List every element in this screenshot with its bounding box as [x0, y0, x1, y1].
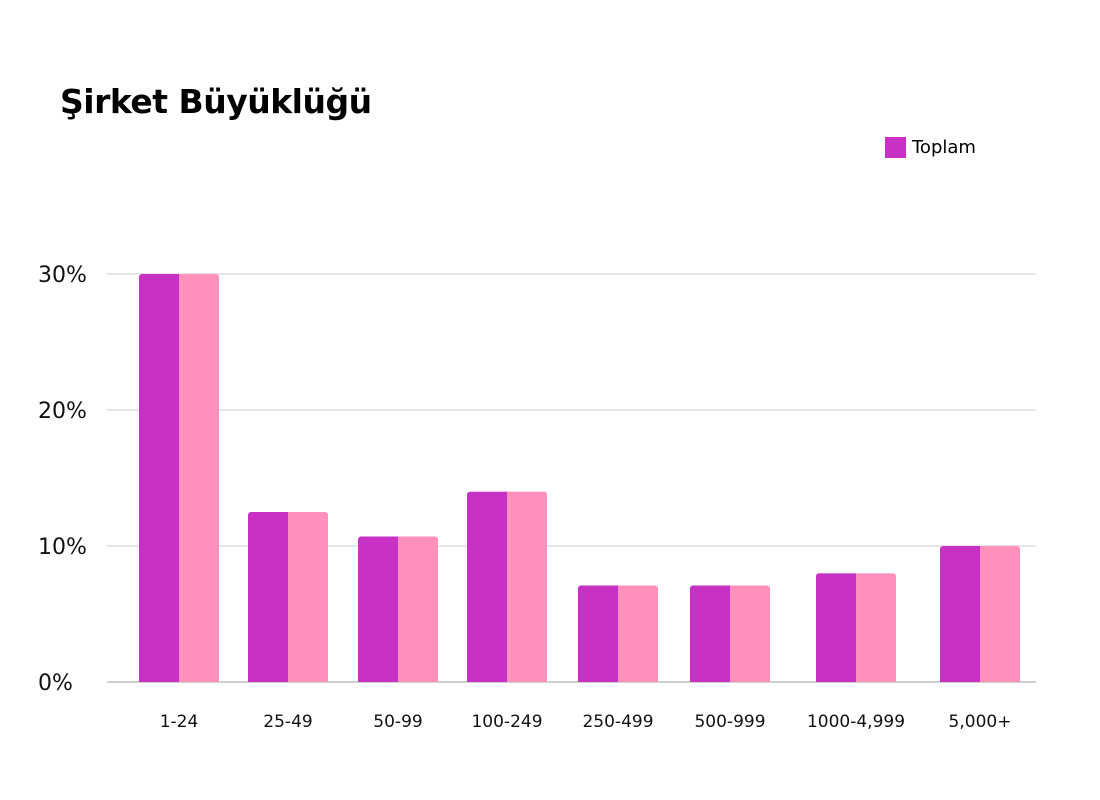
bar	[467, 491, 547, 682]
x-tick-label: 25-49	[263, 712, 312, 732]
bar-left-half	[248, 512, 288, 682]
bar	[248, 512, 328, 682]
bar-right-half	[856, 573, 896, 682]
bar-left-half	[690, 585, 730, 682]
x-tick-label: 500-999	[694, 712, 765, 732]
bar-left-half	[139, 274, 179, 682]
gridlines	[107, 273, 1036, 683]
bar	[940, 546, 1020, 682]
bar	[690, 585, 770, 682]
chart-legend: Toplam	[885, 137, 976, 158]
bar-right-half	[288, 512, 328, 682]
bar-right-half	[179, 274, 219, 682]
bar-right-half	[398, 536, 438, 682]
x-axis-ticks: 1-24 25-49 50-99 100-249 250-499 500-999 1000-…	[160, 712, 1012, 732]
y-tick-label: 20%	[38, 399, 87, 424]
bar	[139, 274, 219, 682]
y-tick-label: 30%	[38, 263, 87, 288]
x-tick-label: 250-499	[582, 712, 653, 732]
bar-right-half	[730, 585, 770, 682]
bars	[139, 274, 1020, 682]
bar-left-half	[467, 491, 507, 682]
chart-title: Şirket Büyüklüğü	[60, 82, 372, 121]
x-tick-label: 5,000+	[949, 712, 1012, 732]
bar-left-half	[578, 585, 618, 682]
x-tick-label: 1-24	[160, 712, 199, 732]
legend-label: Toplam	[912, 137, 976, 158]
bar-right-half	[980, 546, 1020, 682]
bar	[358, 536, 438, 682]
bar	[578, 585, 658, 682]
x-tick-label: 100-249	[471, 712, 542, 732]
x-tick-label: 1000-4,999	[807, 712, 905, 732]
bar-left-half	[358, 536, 398, 682]
y-tick-label: 10%	[38, 535, 87, 560]
legend-swatch	[885, 137, 906, 158]
bar-right-half	[618, 585, 658, 682]
bar-right-half	[507, 491, 547, 682]
bar-left-half	[816, 573, 856, 682]
y-tick-label: 0%	[38, 671, 73, 696]
bar	[816, 573, 896, 682]
y-axis-ticks: 0% 10% 20% 30%	[38, 263, 87, 696]
bar-left-half	[940, 546, 980, 682]
x-tick-label: 50-99	[373, 712, 422, 732]
